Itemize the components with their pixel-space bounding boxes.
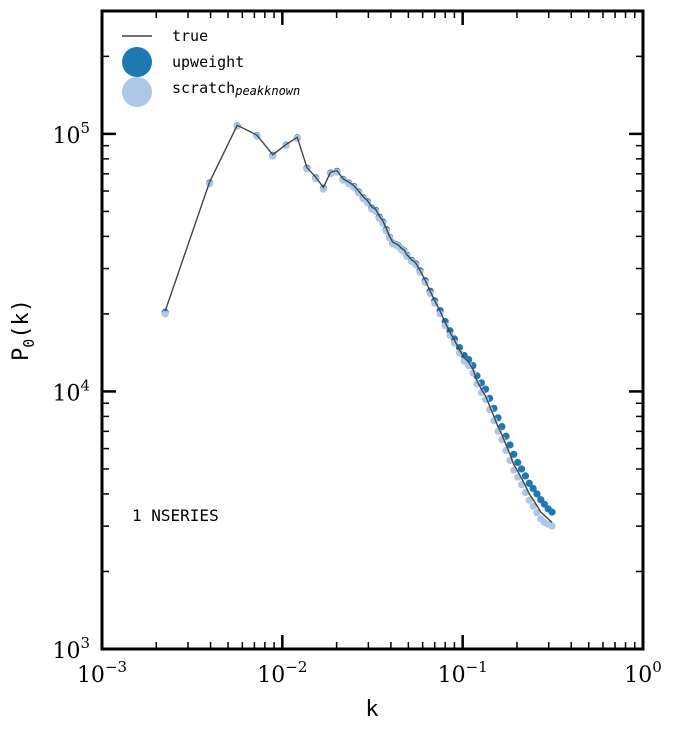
- scratch-point: [344, 180, 353, 188]
- legend-upweight-swatch: [122, 47, 152, 77]
- upweight-point: [525, 479, 533, 487]
- x-tick-label: 100: [624, 658, 662, 688]
- legend-scratch-label-sub: peakknown: [234, 84, 300, 98]
- upweight-point: [548, 508, 556, 516]
- true-line: [164, 124, 553, 523]
- plot-frame: [100, 9, 645, 651]
- x-axis-label: k: [365, 697, 378, 722]
- upweight-point: [510, 450, 518, 458]
- scratch-point: [269, 152, 277, 160]
- scratch-point: [355, 189, 363, 197]
- scratch-point: [548, 522, 556, 530]
- scratch-point: [477, 388, 485, 397]
- scratch-point: [446, 331, 454, 340]
- scratch-point: [161, 310, 169, 318]
- x-tick-label: 10−1: [438, 658, 488, 688]
- x-tick-label: 10−3: [77, 658, 127, 688]
- upweight-point: [517, 465, 526, 473]
- scratch-point: [529, 502, 537, 510]
- upweight-point: [514, 458, 522, 467]
- legend: true upweight scratchpeakknown: [122, 27, 300, 107]
- legend-upweight-label: upweight: [172, 53, 244, 71]
- scratch-point: [455, 349, 464, 357]
- scratch-point: [319, 185, 328, 193]
- scratch-point: [525, 496, 533, 504]
- y-axis-label-main: P: [9, 348, 34, 361]
- scratch-point: [339, 176, 347, 184]
- plot-area: [102, 11, 643, 649]
- series-layer: [161, 122, 556, 530]
- y-tick-labels: 103 104 105: [52, 119, 90, 664]
- y-tick-label: 105: [52, 119, 90, 149]
- x-tick-label: 10−2: [257, 658, 307, 688]
- y-tick-label: 104: [52, 376, 90, 406]
- upweight-point: [506, 441, 514, 449]
- legend-scratch-label-main: scratch: [172, 79, 235, 97]
- y-axis-label: P0(k): [9, 299, 38, 361]
- legend-true-label: true: [172, 27, 208, 45]
- y-axis-label-sub: 0: [20, 339, 38, 348]
- x-tick-labels: 10−3 10−2 10−1 100: [77, 658, 662, 688]
- scratch-point: [303, 165, 311, 173]
- scratch-point: [350, 183, 358, 191]
- legend-scratch-swatch: [122, 77, 152, 107]
- svg-text:P0(k): P0(k): [9, 299, 38, 361]
- annotation-nseries: 1 NSERIES: [132, 506, 219, 525]
- y-tick-label: 103: [52, 634, 90, 664]
- upweight-point: [533, 490, 541, 498]
- upweight-point: [521, 472, 530, 480]
- y-axis-label-paren: (k): [9, 299, 34, 339]
- upweight-point: [529, 484, 537, 493]
- scratch-point: [403, 252, 411, 260]
- legend-scratch-label: scratchpeakknown: [172, 79, 300, 98]
- scratch-point: [533, 509, 541, 517]
